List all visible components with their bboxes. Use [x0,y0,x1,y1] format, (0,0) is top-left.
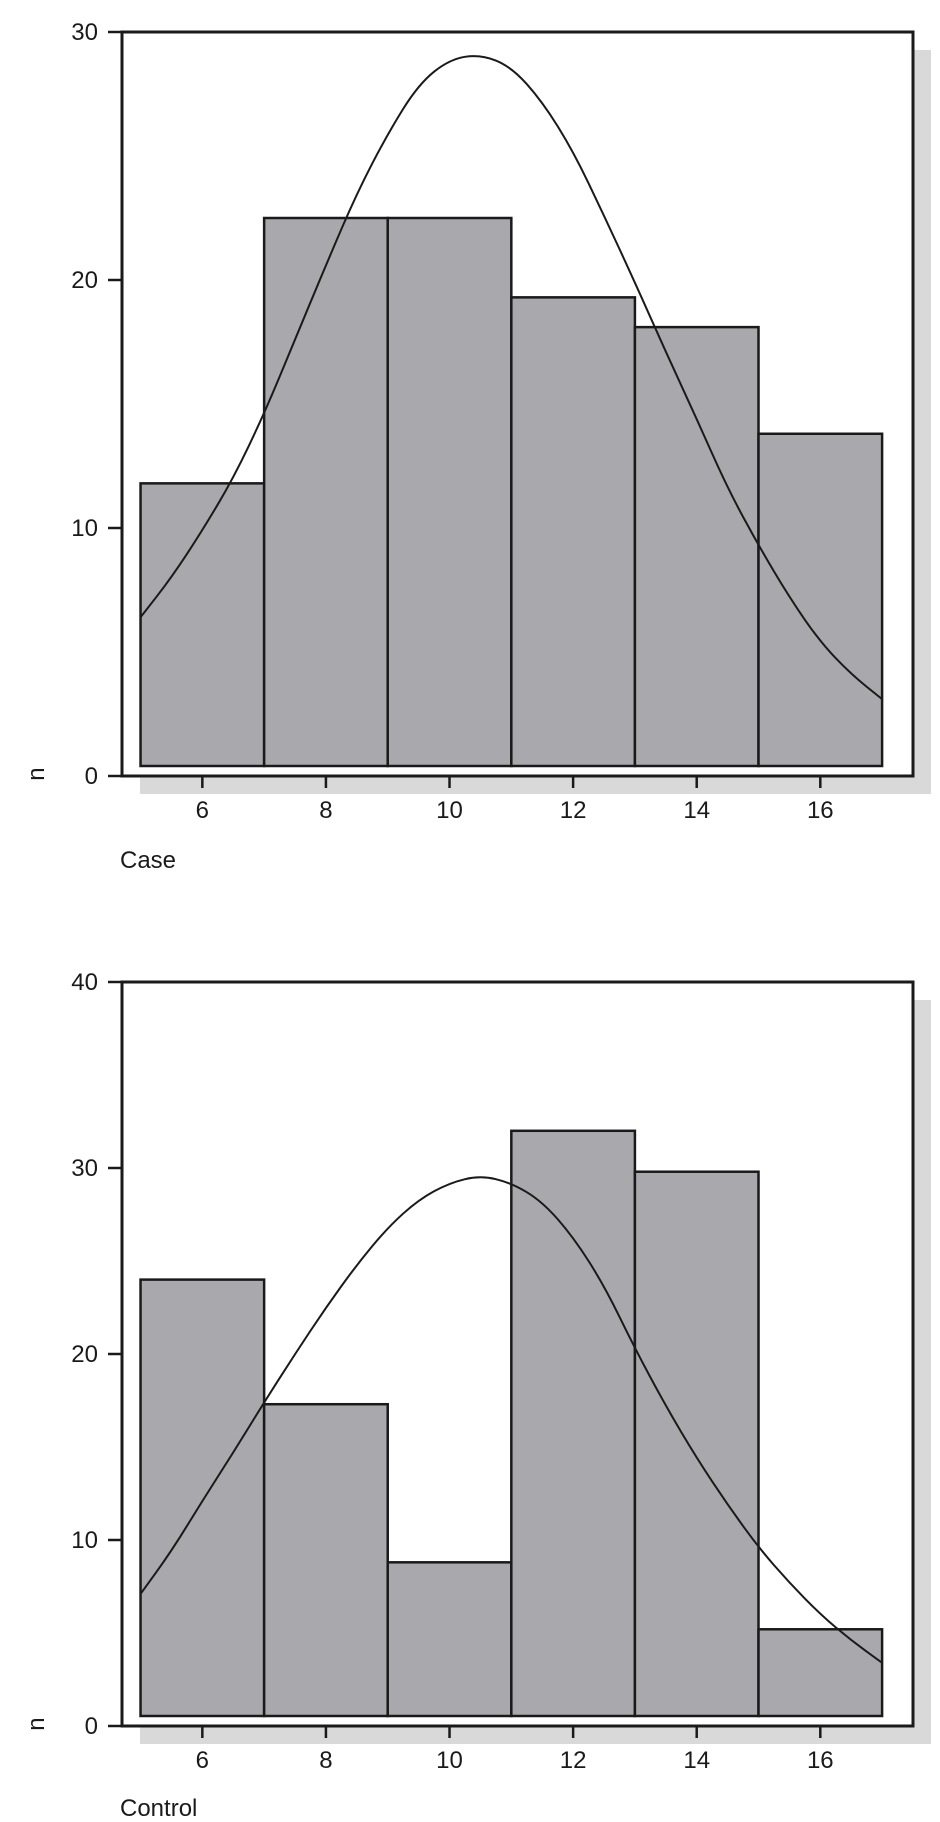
y-tick-label: 40 [71,969,98,996]
histogram-bar [262,1402,389,1718]
plot-frame [120,30,915,778]
histogram-bar [386,1561,513,1718]
x-tick-label: 12 [560,797,587,824]
x-tick-label: 10 [436,1747,463,1774]
x-tick-label: 14 [683,1747,710,1774]
y-tick-label: 10 [71,515,98,542]
x-tick-label: 10 [436,797,463,824]
x-tick-label: 6 [196,1747,209,1774]
y-tick-label: 30 [71,1155,98,1182]
y-axis-label: n [23,1717,50,1730]
histogram-bar [757,432,884,768]
x-tick-label: 14 [683,797,710,824]
histogram-bar [139,482,266,768]
y-tick-label: 10 [71,1527,98,1554]
y-axis-label: n [23,767,50,780]
histogram-bar [386,216,513,768]
x-tick-label: 16 [807,797,834,824]
histogram-bar [633,325,760,768]
case-histogram-panel: 0 10 20 30 6 8 10 12 14 16 n Case [23,19,931,874]
x-tick-label: 8 [319,797,332,824]
panel-label: Case [120,847,176,874]
panel-label: Control [120,1795,197,1822]
histogram-bar [139,1278,266,1718]
histogram-bar [510,296,637,768]
x-tick-label: 16 [807,1747,834,1774]
y-tick-label: 0 [85,1713,98,1740]
density-curve [139,55,883,700]
histogram-bar [262,216,389,768]
histogram-bar [757,1628,884,1718]
x-tick-label: 6 [196,797,209,824]
x-tick-label: 8 [319,1747,332,1774]
y-tick-label: 20 [71,267,98,294]
y-tick-label: 20 [71,1341,98,1368]
x-tick-label: 12 [560,1747,587,1774]
control-histogram-panel: 0 10 20 30 40 6 8 10 12 14 16 n Control [23,969,931,1822]
histogram-bar [510,1129,637,1718]
y-tick-label: 0 [85,763,98,790]
y-tick-label: 30 [71,19,98,46]
histogram-bar [633,1170,760,1718]
density-curve [139,1176,883,1664]
